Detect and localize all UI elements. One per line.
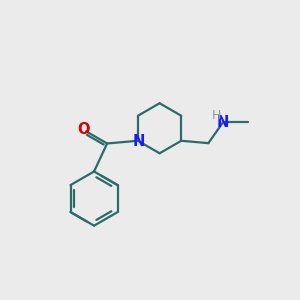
Text: O: O xyxy=(78,122,90,137)
Text: N: N xyxy=(217,115,229,130)
Text: H: H xyxy=(212,109,221,122)
Text: N: N xyxy=(132,134,145,149)
